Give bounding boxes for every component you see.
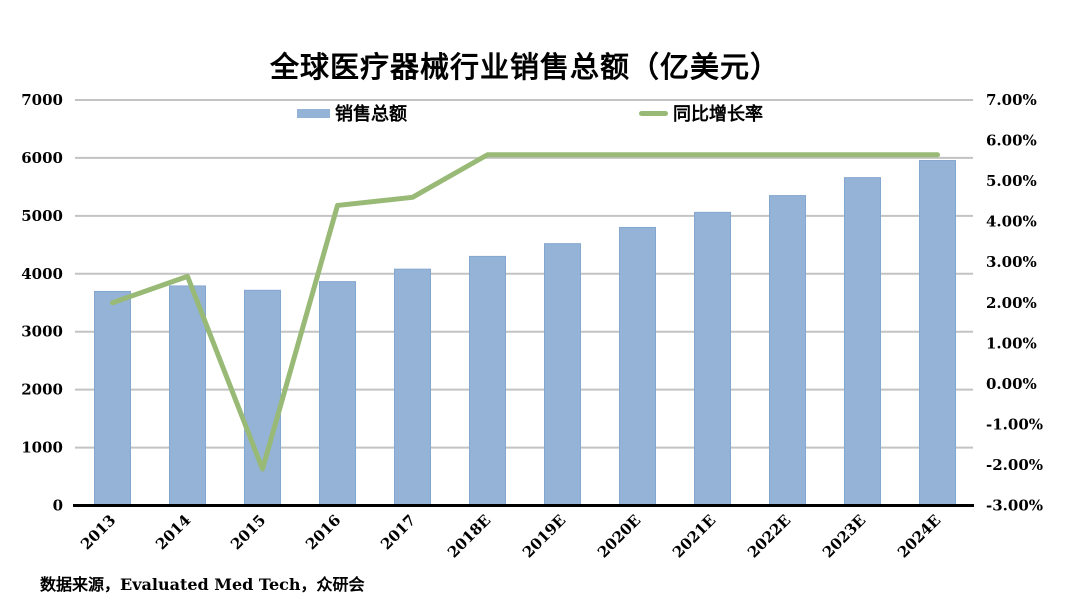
growth-series-swatch-icon [639, 110, 668, 116]
right-axis-label-5: 5.00% [986, 172, 1037, 190]
right-axis-label--2: -2.00% [986, 456, 1043, 474]
x-axis-label-2016: 2016 [302, 511, 344, 553]
legend-item-growth: 同比增长率 [639, 101, 763, 125]
legend-item-sales: 销售总额 [297, 101, 407, 125]
left-axis-label-7000: 7000 [21, 91, 63, 109]
bar-2022E [769, 195, 806, 506]
right-axis-label-0: 0.00% [986, 375, 1037, 393]
left-axis-label-5000: 5000 [21, 207, 63, 225]
x-axis-label-2015: 2015 [227, 511, 269, 553]
bar-2021E [694, 211, 731, 506]
left-axis-label-0: 0 [53, 497, 63, 515]
x-axis-label-2013: 2013 [77, 511, 119, 553]
left-axis-label-6000: 6000 [21, 149, 63, 167]
left-axis-label-3000: 3000 [21, 323, 63, 341]
bar-2014 [169, 285, 206, 506]
x-axis-label-2020E: 2020E [594, 511, 644, 561]
bar-2016 [319, 281, 356, 506]
sales-series-swatch-icon [297, 108, 330, 118]
bar-2020E [619, 226, 656, 506]
x-axis-label-2019E: 2019E [519, 511, 569, 561]
left-axis-label-2000: 2000 [21, 381, 63, 399]
bar-2024E [919, 160, 956, 506]
right-axis-label--1: -1.00% [986, 415, 1043, 433]
bar-2013 [94, 290, 131, 506]
bar-2018E [469, 255, 506, 506]
right-axis-label--3: -3.00% [986, 497, 1043, 515]
x-axis-label-2014: 2014 [152, 511, 194, 553]
right-axis-label-2: 2.00% [986, 294, 1037, 312]
x-axis-label-2018E: 2018E [444, 511, 494, 561]
bar-2015 [244, 289, 281, 506]
chart-title: 全球医疗器械行业销售总额（亿美元） [269, 52, 780, 84]
right-axis-label-4: 4.00% [986, 213, 1037, 231]
left-axis-label-4000: 4000 [21, 265, 63, 283]
legend-label-growth: 同比增长率 [673, 104, 763, 124]
left-axis-label-1000: 1000 [21, 439, 63, 457]
x-axis-label-2022E: 2022E [744, 511, 794, 561]
x-axis-label-2024E: 2024E [894, 511, 944, 561]
right-axis-label-6: 6.00% [986, 132, 1037, 150]
source-note: 数据来源，Evaluated Med Tech，众研会 [40, 575, 365, 594]
x-axis-label-2023E: 2023E [819, 511, 869, 561]
x-axis-label-2017: 2017 [377, 511, 419, 553]
bar-2023E [844, 177, 881, 506]
right-axis-label-3: 3.00% [986, 253, 1037, 271]
x-axis-label-2021E: 2021E [669, 511, 719, 561]
right-axis-label-1: 1.00% [986, 334, 1037, 352]
bar-2019E [544, 243, 581, 506]
bar-2017 [394, 268, 431, 506]
growth-line [110, 152, 940, 472]
right-axis-label-7: 7.00% [986, 91, 1037, 109]
legend-label-sales: 销售总额 [335, 104, 407, 124]
